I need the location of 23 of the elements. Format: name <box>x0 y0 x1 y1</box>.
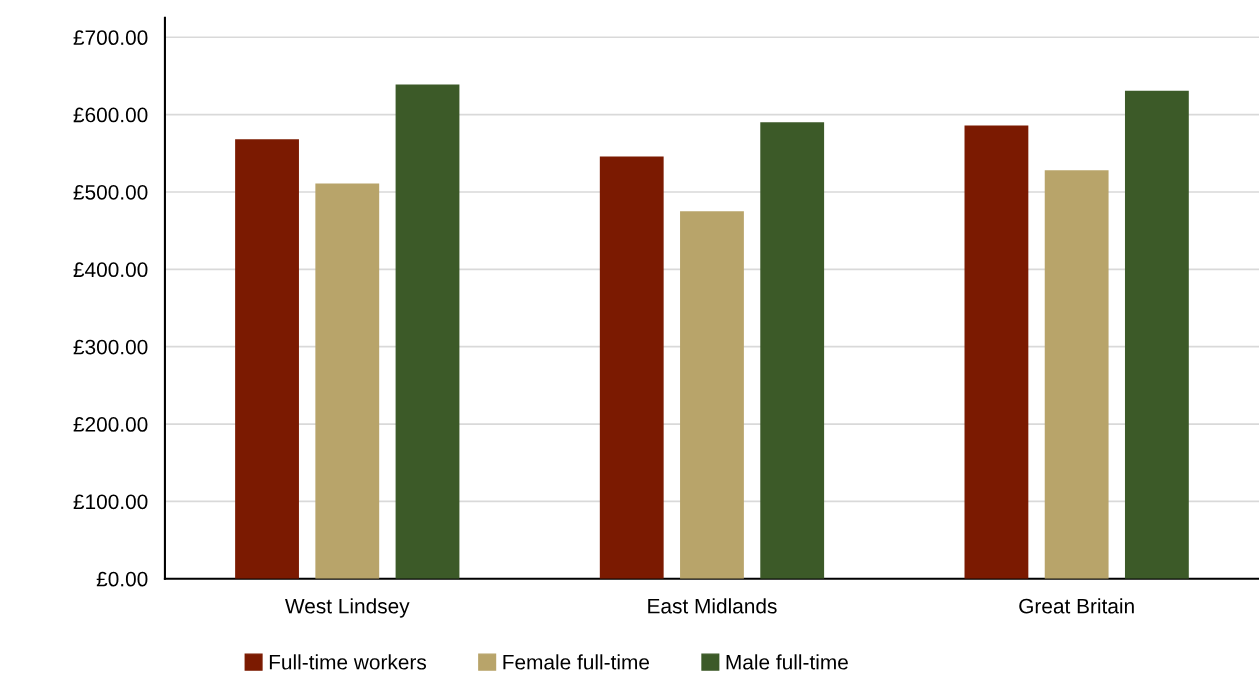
bar <box>964 125 1029 579</box>
bar <box>599 156 664 579</box>
y-tick-label: £600.00 <box>73 107 148 123</box>
bar <box>395 84 460 579</box>
x-tick-label: West Lindsey <box>285 598 410 618</box>
y-tick-label: £400.00 <box>73 262 148 278</box>
legend-label: Full-time workers <box>269 654 427 670</box>
legend-label: Male full-time <box>726 654 848 670</box>
y-tick-label: £100.00 <box>73 494 148 510</box>
legend-label: Female full-time <box>503 654 650 670</box>
y-tick-label: £0.00 <box>96 571 148 587</box>
bar <box>235 139 299 579</box>
y-tick-label: £700.00 <box>73 30 148 46</box>
bar <box>315 183 380 579</box>
bar <box>1124 90 1189 579</box>
x-tick-label: East Midlands <box>648 598 777 614</box>
x-tick-label: Great Britain <box>1019 598 1134 614</box>
y-tick-label: £300.00 <box>73 339 148 355</box>
bar <box>680 211 744 579</box>
y-tick-label: £200.00 <box>73 417 148 432</box>
bar <box>760 122 825 579</box>
bar <box>1044 170 1109 579</box>
y-tick-label: £500.00 <box>73 184 148 200</box>
